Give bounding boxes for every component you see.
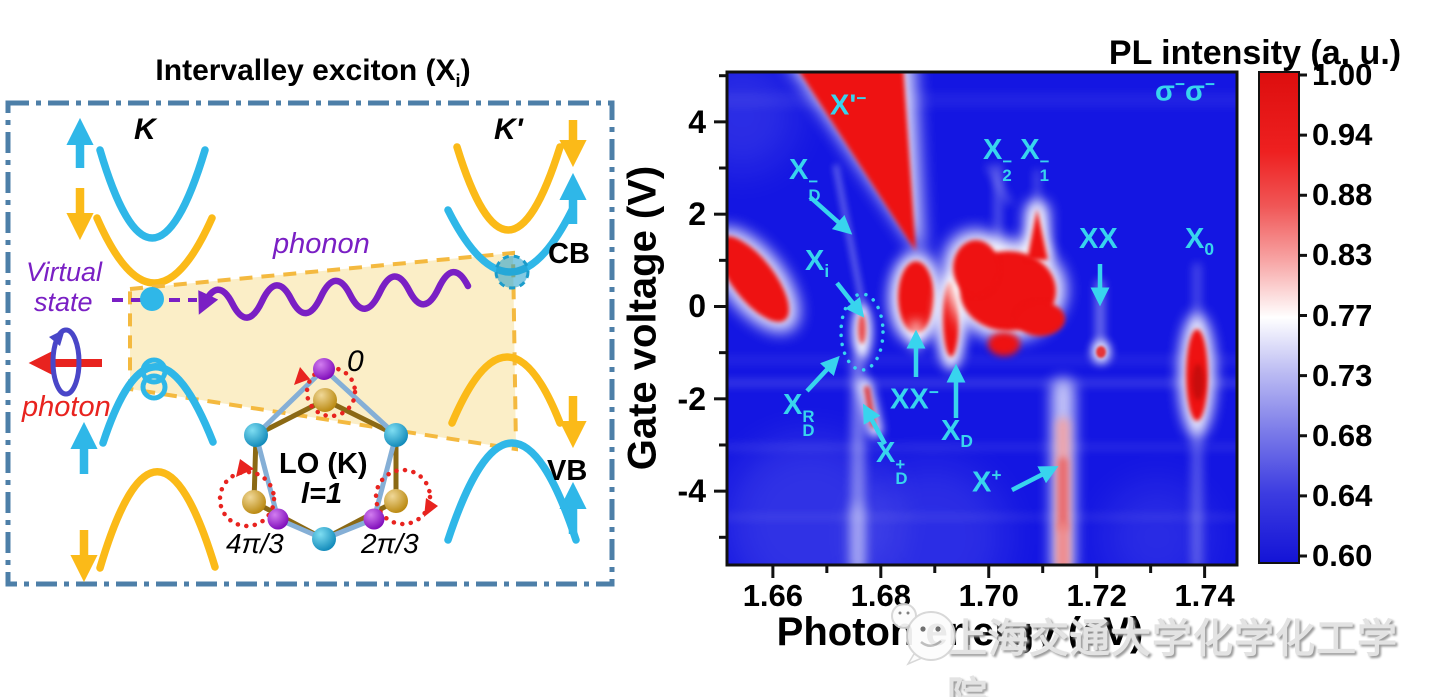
- vb-label: VB: [547, 455, 588, 487]
- valley-kp-label: K': [494, 113, 523, 146]
- k-vb-band-up: [99, 363, 217, 447]
- annotation-X-plus: X+: [972, 465, 1002, 499]
- colorbar-title: PL intensity (a. u.): [1108, 34, 1402, 72]
- phonon-label: phonon: [273, 228, 370, 260]
- phonon-cone: [128, 250, 519, 452]
- phase-4pi3-label: 4π/3: [226, 528, 284, 559]
- y-tick-label: 2: [688, 196, 706, 233]
- colorbar-tick-label: 0.83: [1312, 237, 1373, 273]
- annotation-X0: X0: [1185, 223, 1215, 259]
- atom-purple: [267, 508, 289, 530]
- y-tick-label: -4: [677, 473, 706, 510]
- panel-border: [5, 100, 615, 587]
- phonon-wave: [198, 268, 472, 321]
- electron-dot-kp: [494, 254, 530, 290]
- k-vb-band-down: [96, 468, 219, 572]
- annotation-XD-minus: X − D: [789, 154, 821, 205]
- y-tick-label: 0: [688, 288, 706, 325]
- k-cb-band-down: [93, 214, 216, 287]
- annotation-Xi: Xi: [805, 245, 830, 281]
- colorbar: [1258, 71, 1300, 564]
- phase-0-label: 0: [347, 345, 364, 378]
- x-axis-title: Photon energy (eV): [776, 610, 1144, 654]
- annotation-XD: XD: [941, 415, 973, 451]
- watermark-text: 上海交通大学化学化工学院: [947, 617, 1398, 697]
- rotation-arrowhead-top: [294, 367, 310, 385]
- polarization-loop-arrowhead: [49, 329, 65, 346]
- atom-purple: [363, 508, 385, 530]
- rotation-arrowhead-left: [236, 459, 254, 477]
- colorbar-tick-label: 0.73: [1312, 357, 1373, 393]
- annotation-XD-plus: X + D: [876, 437, 908, 488]
- kp-vb-band-up: [444, 439, 580, 544]
- x-tick-label: 1.72: [1066, 578, 1127, 613]
- y-tick-label: -2: [677, 380, 706, 417]
- atom-purple: [313, 358, 335, 380]
- x-tick-label: 1.70: [958, 578, 1019, 613]
- annotation-XX-minus: XX−: [890, 382, 939, 416]
- y-tick-label: 4: [688, 103, 706, 140]
- colorbar-tick-label: 1.00: [1312, 57, 1373, 92]
- atom-gold: [313, 388, 337, 412]
- panel-title: Intervalley exciton (Xi): [155, 54, 471, 91]
- electron-dot-k: [140, 287, 164, 311]
- lattice-hexagon: [217, 358, 438, 551]
- atom-cyan: [384, 423, 408, 447]
- kp-cb-band-down: [453, 143, 564, 234]
- watermark-emoji-icon: [891, 603, 956, 666]
- colorbar-tick-label: 0.88: [1312, 177, 1373, 213]
- atom-gold: [242, 490, 266, 514]
- colorbar-tick-label: 0.68: [1312, 417, 1373, 453]
- photon-label: photon: [22, 391, 111, 423]
- atom-cyan: [244, 423, 268, 447]
- schematic-panel: [5, 100, 615, 587]
- phase-2pi3-label: 2π/3: [361, 528, 419, 559]
- colorbar-tick-label: 0.60: [1312, 538, 1373, 573]
- polarization-loop: [50, 327, 82, 397]
- rotation-arc-right: [373, 467, 433, 527]
- valley-k-label: K: [134, 113, 156, 146]
- atom-gold: [384, 489, 408, 513]
- x-tick-label: 1.66: [742, 578, 804, 613]
- x-tick-label: 1.74: [1174, 578, 1235, 613]
- colorbar-tick-label: 0.64: [1312, 477, 1373, 513]
- annotation-sigma-sigma: σ−σ−: [1155, 74, 1215, 108]
- annotation-X2-X1: X −2 X −1: [983, 134, 1050, 185]
- rotation-arrowhead-right: [424, 498, 438, 517]
- virtual-state-label: Virtual state: [26, 257, 103, 317]
- k-cb-band-up: [96, 146, 209, 242]
- phonon-mode-label: LO (K): [279, 448, 368, 480]
- kp-vb-band-down: [448, 353, 564, 427]
- colorbar-tick-label: 0.94: [1312, 117, 1373, 153]
- cb-label: CB: [548, 238, 590, 270]
- hole-ring-1: [140, 357, 168, 385]
- phonon-index-label: l=1: [301, 478, 343, 510]
- colorbar-tick-label: 0.77: [1312, 297, 1373, 333]
- annotation-XX: XX: [1079, 223, 1118, 255]
- annotation-Xprime-minus: X'−: [830, 88, 867, 122]
- atom-cyan: [312, 527, 336, 551]
- hole-ring-2: [140, 373, 168, 401]
